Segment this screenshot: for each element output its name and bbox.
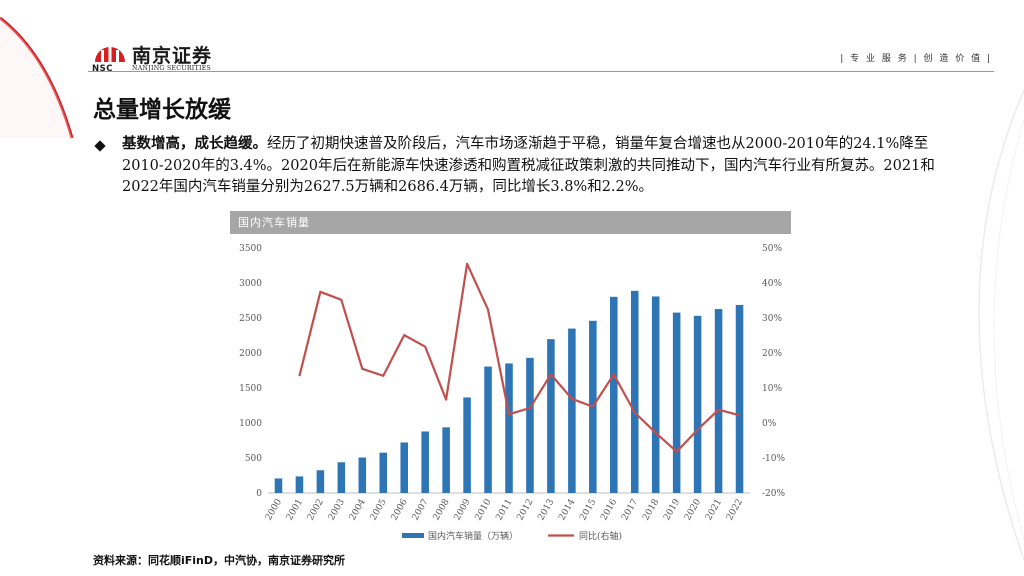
x-tick-label: 2012	[515, 498, 535, 523]
x-tick-label: 2011	[494, 498, 514, 523]
company-motto: | 专 业 服 务 | 创 造 价 值 |	[840, 54, 992, 64]
x-tick-label: 2013	[536, 497, 556, 522]
x-tick-label: 2007	[411, 497, 431, 522]
bar-2017	[630, 290, 639, 493]
yoy-growth-line	[298, 262, 740, 453]
chart-title: 国内汽车销量	[238, 216, 310, 229]
x-tick-label: 2020	[683, 497, 703, 522]
bar-2008	[442, 427, 450, 493]
x-tick-label: 2002	[306, 498, 326, 523]
page-title: 总量增长放缓	[93, 97, 231, 123]
x-tick-label: 2014	[557, 497, 577, 522]
x-tick-label: 2016	[599, 497, 619, 522]
legend-label-line: 同比(右轴)	[579, 530, 622, 542]
company-logo: NSC 南京证券 NANJING SECURITIES	[92, 40, 222, 74]
x-tick-label: 2005	[369, 497, 389, 522]
logo-abbr: NSC	[92, 64, 113, 74]
y-left-tick-label: 3000	[239, 279, 262, 289]
bullet-lead: 基数增高，成长趋缓。	[122, 136, 267, 152]
bar-2019	[672, 312, 681, 493]
y-right-tick-label: 0%	[762, 419, 777, 429]
x-tick-label: 2003	[327, 497, 347, 522]
x-tick-label: 2000	[264, 497, 284, 522]
bar-2014	[568, 328, 576, 493]
y-left-tick-label: 1000	[239, 419, 262, 429]
diamond-bullet-icon	[94, 140, 106, 152]
x-tick-label: 2018	[641, 497, 661, 522]
y-left-tick-label: 2000	[239, 349, 262, 359]
y-left-tick-label: 3500	[239, 244, 262, 254]
y-left-tick-label: 2500	[239, 314, 262, 324]
y-right-tick-label: -20%	[762, 489, 785, 499]
bar-2004	[358, 457, 367, 493]
x-tick-label: 2022	[725, 498, 745, 523]
legend-swatch-bar	[402, 533, 424, 538]
bar-2016	[610, 296, 618, 493]
y-left-tick-label: 0	[256, 489, 262, 499]
bar-2021	[714, 309, 723, 493]
bar-2007	[421, 431, 429, 493]
x-tick-label: 2001	[285, 498, 305, 523]
bar-2018	[651, 296, 660, 493]
x-tick-label: 2009	[453, 497, 473, 522]
y-left-tick-label: 500	[245, 454, 262, 464]
y-right-tick-label: 50%	[762, 244, 782, 254]
y-right-tick-label: -10%	[762, 454, 785, 464]
y-left-tick-label: 1500	[239, 384, 262, 394]
x-tick-label: 2015	[578, 497, 598, 522]
x-tick-label: 2019	[662, 497, 682, 522]
bar-2011	[505, 363, 513, 493]
logo-name-en: NANJING SECURITIES	[132, 65, 212, 72]
bar-2002	[316, 470, 325, 493]
chart-title-bar: 国内汽车销量	[230, 211, 791, 234]
bar-2013	[547, 339, 555, 493]
y-right-tick-label: 10%	[762, 384, 782, 394]
logo-name-cn: 南京证券	[132, 45, 213, 67]
nsc-emblem-icon	[95, 47, 125, 62]
sales-chart: 0 500 1000 1500 2000 2500 3000 3500 -20% -10% 0% 10…	[239, 244, 785, 542]
bar-2009	[463, 397, 471, 493]
x-tick-label: 2004	[348, 497, 368, 522]
x-tick-label: 2021	[704, 497, 724, 522]
bullet-paragraph: 基数增高，成长趋缓。经历了初期快速普及阶段后，汽车市场逐渐趋于平稳，销量年复合增…	[122, 134, 952, 199]
x-tick-label: 2010	[474, 497, 494, 522]
y-right-tick-label: 30%	[762, 314, 782, 324]
bar-2000	[274, 478, 283, 493]
bullet-text: 经历了初期快速普及阶段后，汽车市场逐渐趋于平稳，销量年复合增速也从2000-20…	[122, 136, 935, 195]
header-divider	[88, 71, 994, 72]
x-tick-label: 2017	[620, 497, 640, 522]
bar-2012	[526, 357, 534, 493]
bar-2005	[379, 452, 388, 493]
bar-2003	[337, 462, 346, 493]
x-tick-label: 2006	[390, 497, 410, 522]
background-wave-decoration	[978, 89, 1024, 561]
source-note: 资料来源：同花顺iFinD，中汽协，南京证券研究所	[93, 554, 346, 567]
y-right-tick-label: 20%	[762, 349, 782, 359]
legend-label-bar: 国内汽车销量（万辆）	[428, 530, 518, 542]
y-right-tick-label: 40%	[762, 279, 782, 289]
x-tick-label: 2008	[432, 497, 452, 522]
bar-2001	[295, 476, 304, 493]
bar-2006	[400, 442, 408, 493]
red-arc-decoration	[0, 16, 74, 139]
bar-2022	[735, 304, 744, 493]
bar-2020	[693, 315, 702, 493]
bar-2010	[484, 366, 492, 493]
